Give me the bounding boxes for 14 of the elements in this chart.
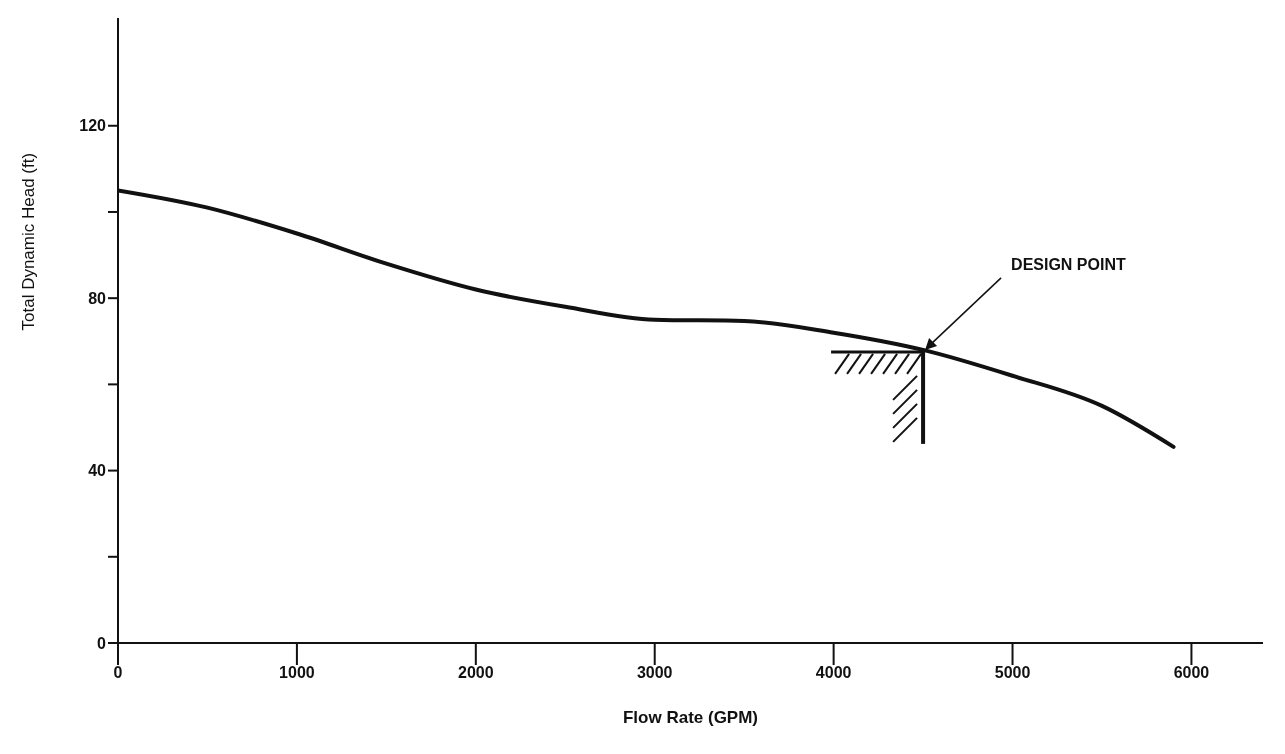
x-tick-label: 2000 — [458, 664, 494, 682]
y-tick-label: 120 — [79, 117, 107, 135]
x-axis-title: Flow Rate (GPM) — [622, 708, 759, 727]
x-tick-label: 6000 — [1173, 664, 1210, 682]
x-tick-label: 1000 — [279, 664, 315, 682]
y-tick-label: 0 — [97, 634, 107, 652]
y-axis-title: Total Dynamic Head (ft) — [19, 152, 39, 331]
y-tick-label: 40 — [88, 462, 107, 480]
annotation: DESIGN POINT — [1011, 255, 1126, 273]
x-tick-label: 3000 — [636, 664, 673, 682]
x-tick-label: 4000 — [815, 664, 852, 682]
x-tick-label: 5000 — [994, 664, 1031, 682]
x-tick-label: 0 — [113, 664, 123, 682]
y-tick-label: 80 — [88, 289, 107, 307]
